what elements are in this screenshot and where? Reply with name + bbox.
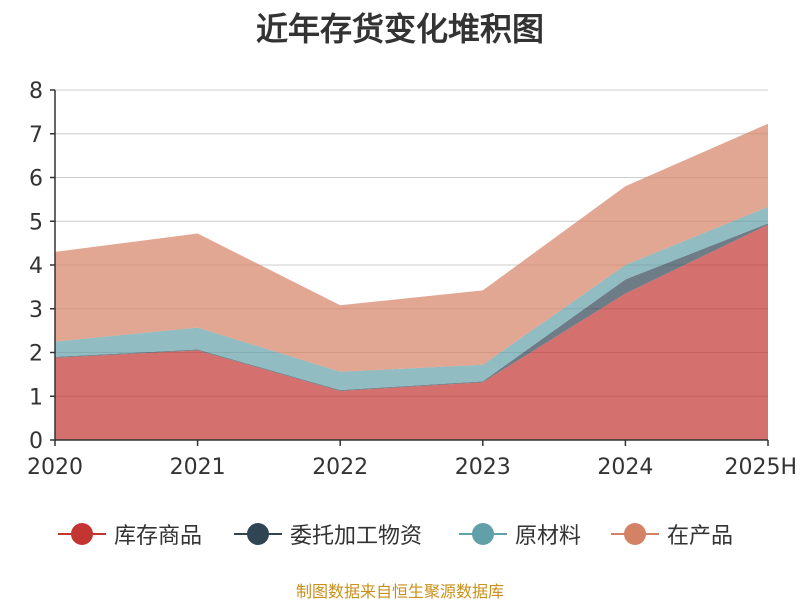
legend-swatch — [58, 521, 106, 547]
legend-label: 原材料 — [515, 524, 582, 549]
x-tick-label-2024: 2024 — [597, 455, 653, 480]
legend-swatch — [459, 521, 507, 547]
y-tick-label-5: 5 — [29, 210, 43, 235]
legend-label: 委托加工物资 — [290, 524, 423, 549]
axes — [50, 89, 769, 446]
y-tick-labels: 0 1 2 3 4 5 6 7 8 — [29, 79, 43, 454]
legend-label: 在产品 — [667, 524, 734, 549]
legend-item-2[interactable]: 委托加工物资 — [234, 516, 422, 552]
y-tick-label-0: 0 — [29, 429, 43, 454]
legend: 库存商品 委托加工物资 原材料 在产品 — [0, 516, 800, 552]
y-tick-label-4: 4 — [29, 254, 43, 279]
y-tick-label-2: 2 — [29, 342, 43, 367]
y-tick-label-6: 6 — [29, 167, 43, 192]
legend-swatch — [234, 521, 282, 547]
legend-label: 库存商品 — [114, 524, 203, 549]
legend-item-1[interactable]: 库存商品 — [58, 516, 202, 552]
x-tick-label-2022: 2022 — [312, 455, 368, 480]
x-tick-labels: 2020 2021 2022 2023 2024 2025H — [27, 455, 797, 480]
legend-item-4[interactable]: 在产品 — [611, 516, 733, 552]
x-tick-label-2021: 2021 — [170, 455, 226, 480]
series-areas — [55, 123, 768, 440]
y-tick-label-7: 7 — [29, 123, 43, 148]
source-note: 制图数据来自恒生聚源数据库 — [295, 582, 504, 601]
area-series-4 — [55, 123, 768, 372]
x-tick-label-2020: 2020 — [27, 455, 83, 480]
area-series-1 — [55, 224, 768, 440]
y-tick-label-3: 3 — [29, 298, 43, 323]
y-tick-label-8: 8 — [29, 79, 43, 104]
x-tick-label-2025H: 2025H — [724, 455, 797, 480]
area-series-3 — [55, 206, 768, 391]
y-tick-label-1: 1 — [29, 385, 43, 410]
legend-swatch — [611, 521, 659, 547]
x-tick-label-2023: 2023 — [455, 455, 511, 480]
legend-item-3[interactable]: 原材料 — [459, 516, 581, 552]
chart-title: 近年存货变化堆积图 — [255, 10, 544, 48]
